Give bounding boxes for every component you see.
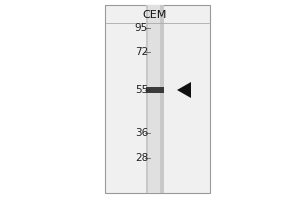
Text: 72: 72	[135, 47, 148, 57]
Bar	[146, 5, 164, 193]
Text: 55: 55	[135, 85, 148, 95]
Text: 36: 36	[135, 128, 148, 138]
Text: 28: 28	[135, 153, 148, 163]
Text: CEM: CEM	[143, 10, 167, 20]
Bar	[105, 5, 210, 193]
Bar	[148, 5, 160, 193]
Polygon shape	[177, 82, 191, 98]
Text: 95: 95	[135, 23, 148, 33]
Bar	[146, 87, 164, 93]
